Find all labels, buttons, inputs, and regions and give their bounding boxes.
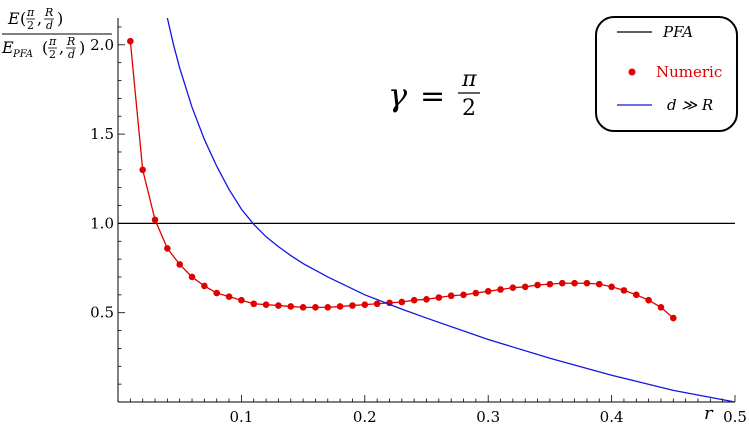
numeric-point — [558, 279, 566, 287]
numeric-point — [447, 292, 455, 300]
gamma-annotation: γ = π 2 — [388, 67, 480, 121]
numeric-point — [583, 279, 591, 287]
numeric-point — [497, 286, 504, 293]
y-tick-label: 2.0 — [90, 36, 114, 54]
numeric-point — [645, 296, 652, 304]
numeric-point — [164, 245, 171, 252]
numeric-point — [176, 261, 183, 268]
numeric-point — [151, 216, 159, 224]
annotation-lhs: γ — [388, 76, 408, 114]
axis-ticks — [118, 26, 736, 402]
axis-tick-labels: 0.1 0.2 0.3 0.4 0.5 0.5 1.0 1.5 2.0 — [90, 36, 747, 426]
numeric-point — [361, 301, 369, 308]
numeric-point — [225, 293, 233, 300]
numeric-point — [657, 304, 665, 311]
legend-box — [595, 16, 738, 132]
ylabel-num-main: E — [7, 9, 20, 28]
svg-text:): ) — [57, 9, 63, 28]
numeric-point — [620, 287, 628, 294]
numeric-point — [484, 287, 492, 295]
numeric-point — [595, 280, 603, 288]
ylabel-den-frac2-bottom: d — [68, 48, 75, 61]
numeric-point — [139, 166, 146, 174]
x-tick-label: 0.1 — [229, 408, 253, 426]
legend-swatch-numeric — [628, 68, 636, 76]
numeric-point — [608, 283, 615, 291]
numeric-point — [571, 279, 578, 287]
svg-text:(: ( — [20, 9, 26, 28]
annotation-frac-top: π — [461, 67, 477, 92]
numeric-point — [324, 304, 332, 311]
svg-text:(: ( — [42, 38, 48, 57]
numeric-point — [201, 282, 208, 290]
legend-label-far: d ≫ R — [667, 96, 713, 114]
numeric-point — [410, 296, 418, 304]
y-tick-label: 1.0 — [90, 214, 114, 232]
numeric-point — [275, 302, 282, 309]
numeric-point — [460, 291, 467, 299]
legend: PFA Numeric d ≫ R — [595, 16, 738, 132]
numeric-point — [238, 296, 245, 304]
numeric-point — [509, 284, 517, 291]
numeric-point — [349, 302, 356, 309]
x-axis-label: r — [704, 403, 714, 424]
ylabel-den-frac1-top: π — [48, 35, 57, 48]
legend-label-pfa: PFA — [662, 23, 693, 41]
numeric-point — [287, 303, 295, 310]
x-tick-label: 0.2 — [353, 408, 377, 426]
ylabel-num-frac2-top: R — [44, 6, 53, 19]
ylabel-num-frac2-bottom: d — [46, 19, 53, 32]
numeric-point — [546, 280, 554, 288]
annotation-eq: = — [420, 79, 445, 114]
ylabel-den-frac1-bottom: 2 — [49, 48, 56, 61]
numeric-point — [188, 273, 196, 281]
x-tick-label: 0.5 — [723, 408, 747, 426]
ylabel-den-sub: PFA — [12, 49, 33, 60]
ylabel-num-frac1-top: π — [26, 6, 35, 19]
ylabel-num-frac1-bottom: 2 — [27, 19, 34, 32]
x-tick-label: 0.4 — [600, 408, 624, 426]
x-tick-label: 0.3 — [476, 408, 500, 426]
numeric-point — [373, 300, 381, 308]
svg-text:): ) — [79, 38, 85, 57]
series-layer — [118, 18, 736, 402]
numeric-point — [336, 303, 344, 310]
svg-text:,: , — [59, 38, 64, 57]
svg-text:,: , — [37, 9, 42, 28]
numeric-point — [670, 314, 677, 322]
numeric-point — [423, 296, 430, 303]
ylabel-den-main: E — [1, 38, 14, 57]
numeric-point — [632, 291, 640, 299]
numeric-point — [262, 301, 270, 308]
legend-label-numeric: Numeric — [656, 63, 722, 81]
annotation-frac-bottom: 2 — [462, 96, 476, 121]
ylabel-den-frac2-top: R — [66, 35, 75, 48]
numeric-point — [534, 281, 541, 289]
numeric-point — [213, 289, 221, 297]
y-tick-label: 0.5 — [90, 304, 114, 322]
numeric-point — [312, 304, 319, 311]
numeric-point — [398, 298, 406, 306]
y-tick-label: 1.5 — [90, 125, 114, 143]
numeric-point — [472, 289, 480, 297]
y-axis-label: E ( π 2 , R d ) E PFA ( π 2 , R d ) — [1, 6, 112, 61]
numeric-point — [299, 304, 307, 311]
series-line-2 — [166, 18, 736, 402]
numeric-point — [521, 283, 529, 291]
numeric-point — [250, 300, 258, 308]
numeric-point — [435, 294, 443, 301]
numeric-point — [127, 37, 134, 45]
